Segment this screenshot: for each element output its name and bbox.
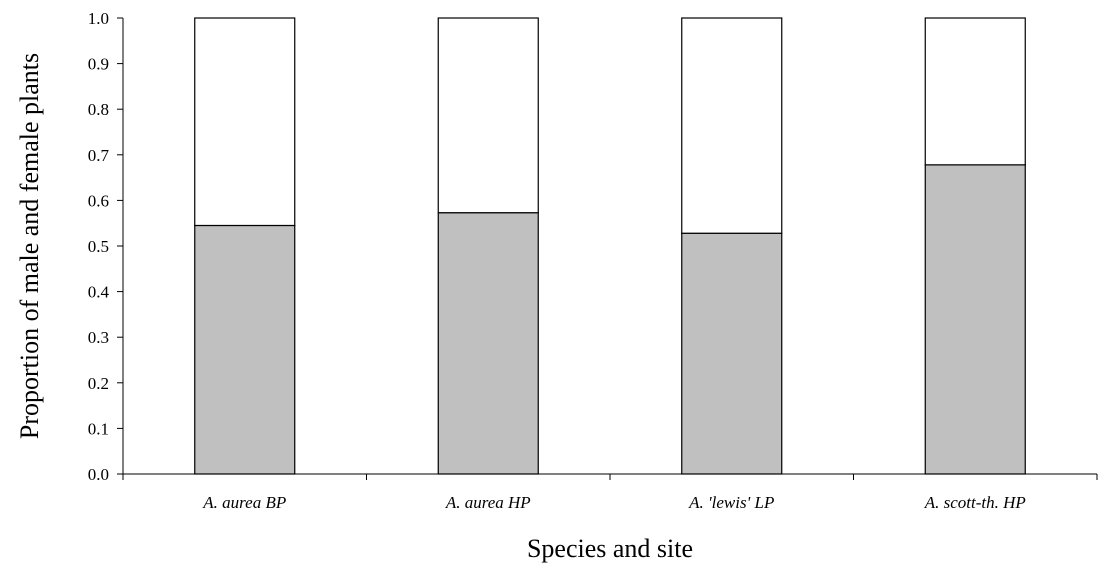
x-category-label: A. 'lewis' LP [688, 493, 774, 512]
x-category-label: A. aurea HP [445, 493, 531, 512]
y-axis-title: Proportion of male and female plants [15, 53, 44, 439]
x-axis: A. aurea BP A. aurea HP A. 'lewis' LP A. sc… [122, 473, 1098, 512]
bar-segment-series-2 [681, 17, 783, 234]
x-axis-title: Species and site [527, 534, 693, 563]
y-tick-label: 0.5 [88, 237, 109, 256]
bar-segment-series-2 [924, 17, 1026, 166]
y-tick-label: 0.8 [88, 100, 109, 119]
bars [194, 17, 1026, 475]
bar-segment-series-2 [437, 17, 539, 214]
bar-segment-series-1 [681, 232, 783, 475]
y-tick-label: 0.7 [88, 146, 110, 165]
y-tick-label: 0.2 [88, 374, 109, 393]
x-category-label: A. scott-th. HP [924, 493, 1026, 512]
bar-segment-series-2 [194, 17, 296, 227]
x-category-label: A. aurea BP [202, 493, 286, 512]
bar-segment-series-1 [437, 212, 539, 475]
y-tick-label: 0.3 [88, 328, 109, 347]
y-tick-label: 0.4 [88, 283, 110, 302]
y-tick-label: 0.0 [88, 465, 109, 484]
y-tick-label: 0.1 [88, 419, 109, 438]
y-tick-label: 0.6 [88, 191, 109, 210]
y-axis: 0.0 0.1 0.2 0.3 0.4 0.5 0.6 0.7 0.8 0.9 1.0 [88, 9, 124, 484]
y-tick-label: 1.0 [88, 9, 109, 28]
y-tick-label: 0.9 [88, 55, 109, 74]
bar-segment-series-1 [194, 224, 296, 475]
bar-segment-series-1 [924, 164, 1026, 475]
